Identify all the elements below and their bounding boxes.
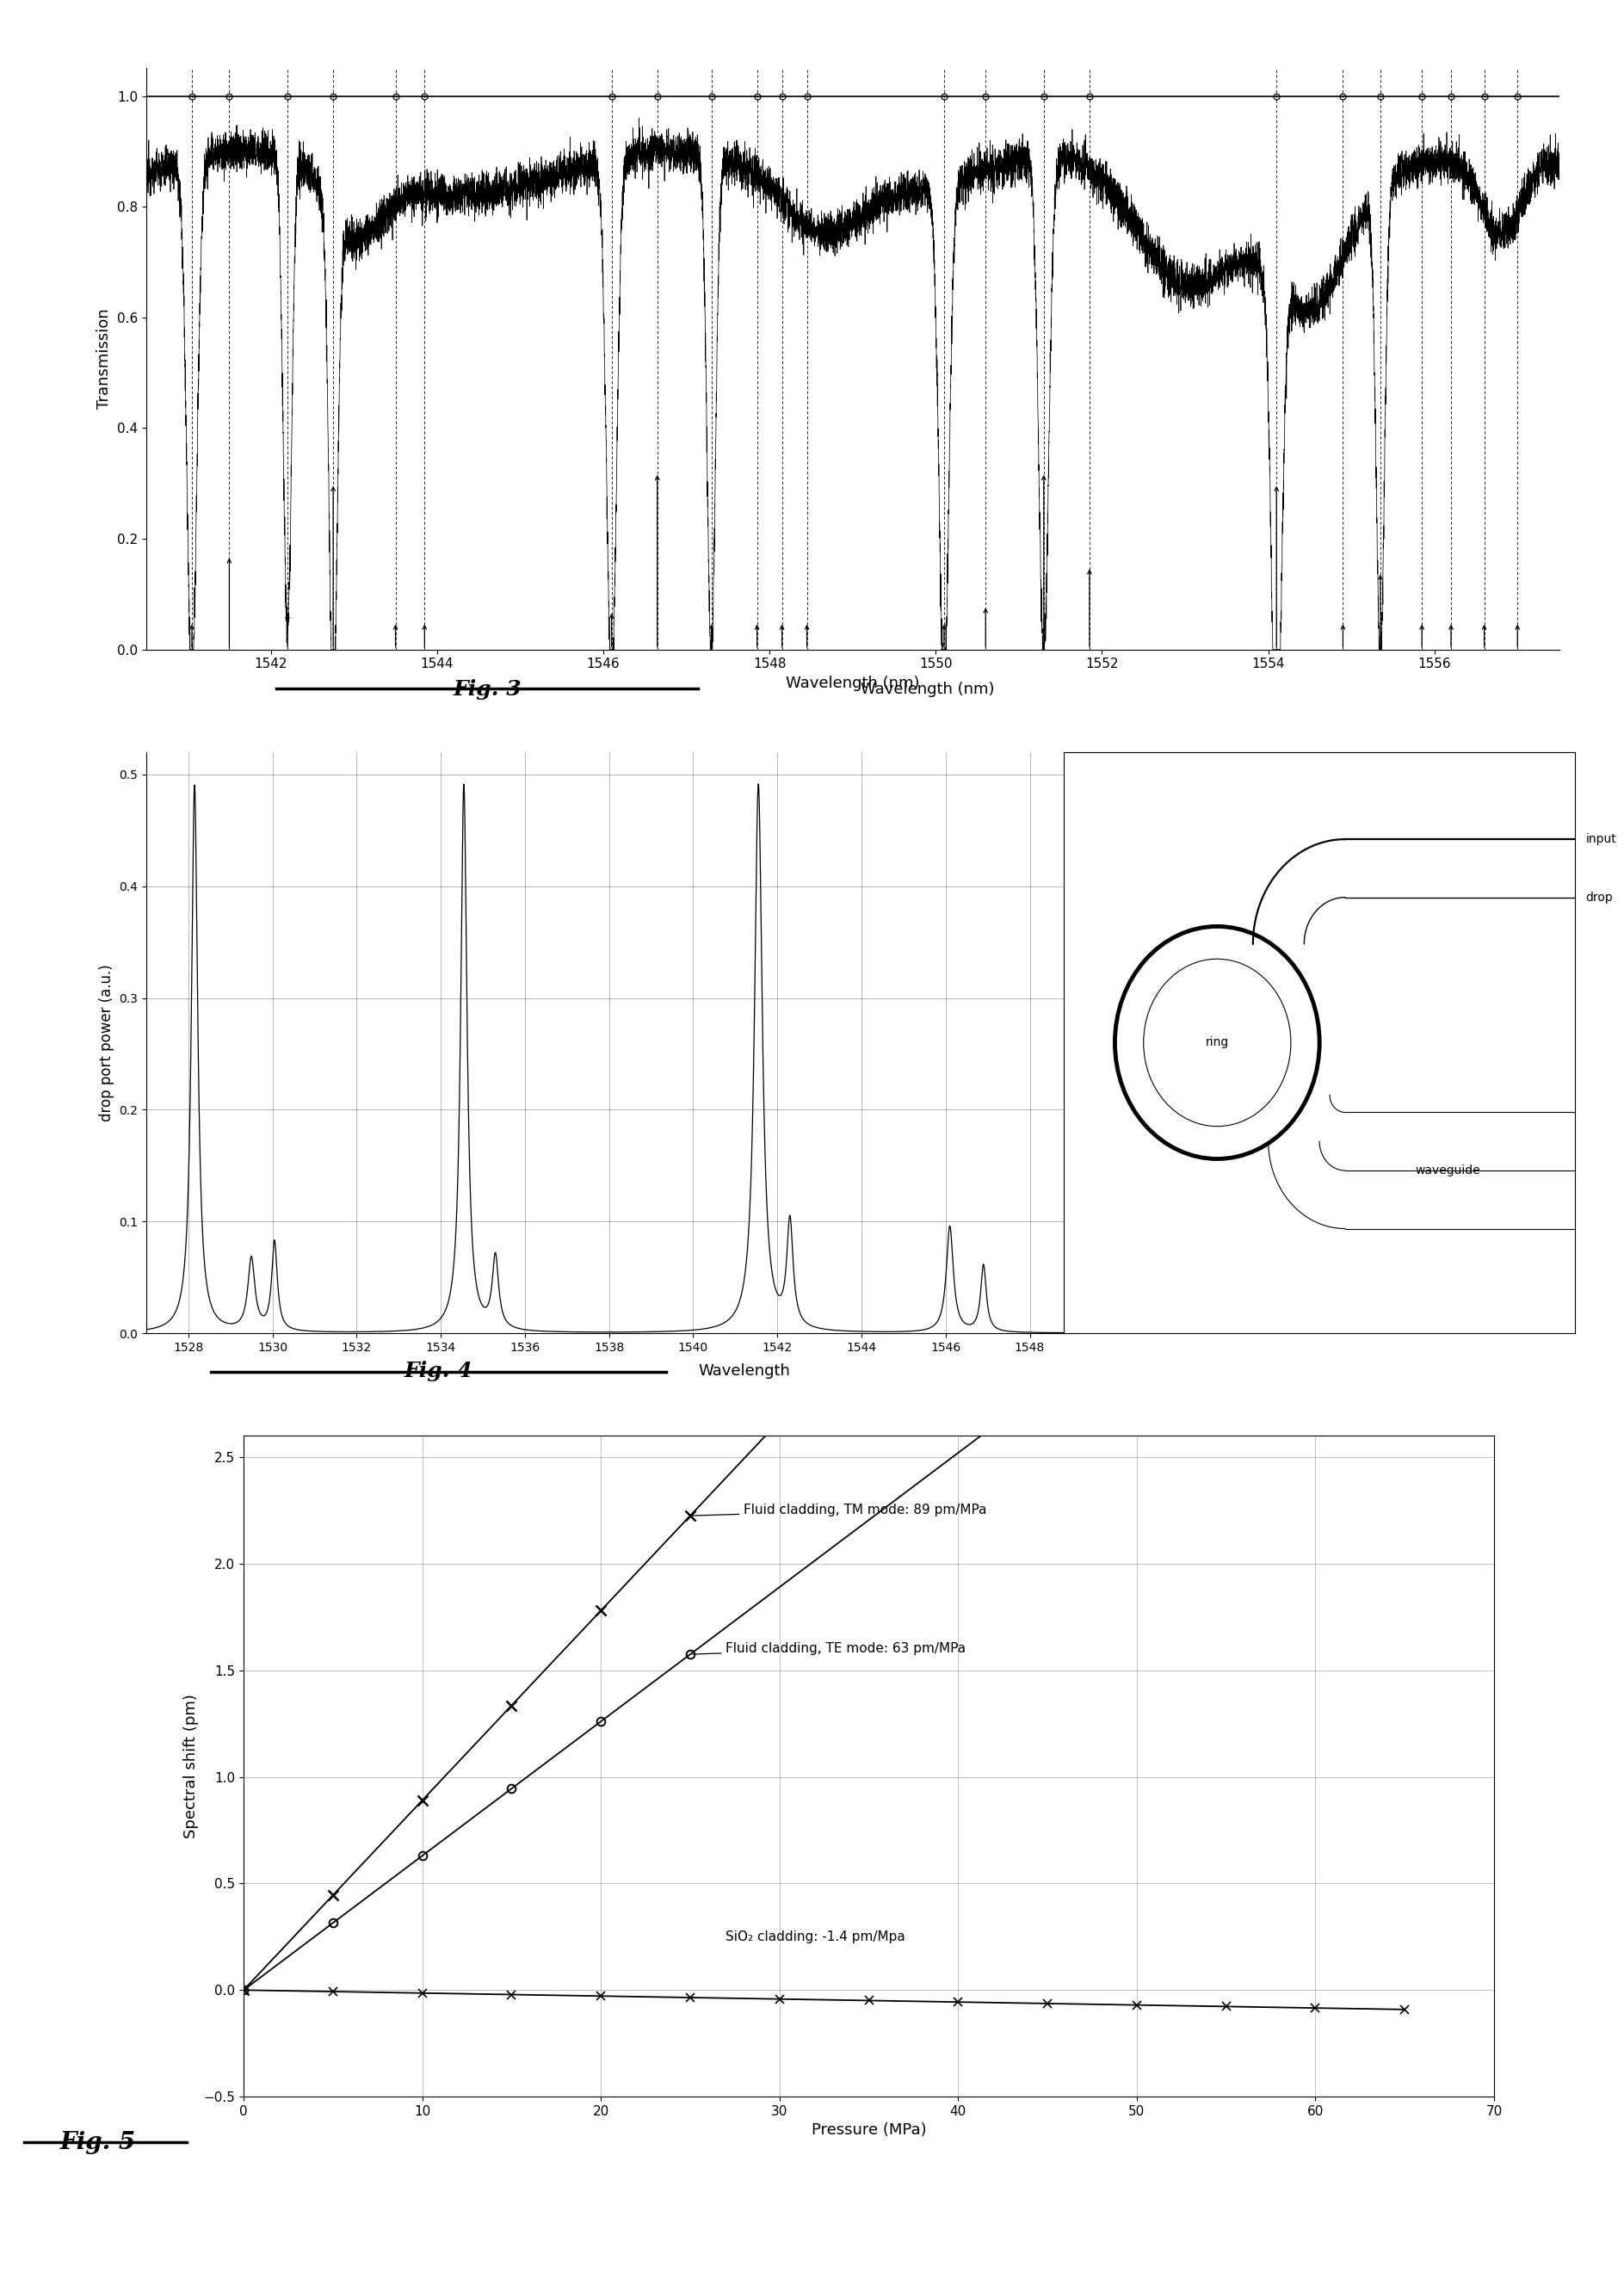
Text: drop: drop — [1585, 891, 1613, 902]
Text: Fig. 4: Fig. 4 — [404, 1361, 473, 1381]
X-axis label: Pressure (MPa): Pressure (MPa) — [812, 2122, 926, 2138]
Text: Fig. 5: Fig. 5 — [60, 2131, 135, 2154]
Text: ring: ring — [1205, 1037, 1229, 1048]
Text: Wavelength: Wavelength — [698, 1363, 791, 1379]
Text: input: input — [1585, 834, 1616, 846]
Text: Wavelength (nm): Wavelength (nm) — [861, 681, 994, 697]
Text: Fluid cladding, TE mode: 63 pm/MPa: Fluid cladding, TE mode: 63 pm/MPa — [692, 1643, 966, 1655]
Y-axis label: drop port power (a.u.): drop port power (a.u.) — [99, 964, 114, 1121]
X-axis label: Wavelength (nm): Wavelength (nm) — [786, 675, 919, 691]
Y-axis label: Spectral shift (pm): Spectral shift (pm) — [184, 1693, 198, 1839]
Y-axis label: Transmission: Transmission — [97, 308, 112, 410]
Text: waveguide: waveguide — [1415, 1165, 1479, 1176]
Text: SiO₂ cladding: -1.4 pm/Mpa: SiO₂ cladding: -1.4 pm/Mpa — [726, 1930, 906, 1944]
Text: Fluid cladding, TM mode: 89 pm/MPa: Fluid cladding, TM mode: 89 pm/MPa — [692, 1504, 987, 1518]
Text: Fig. 3: Fig. 3 — [453, 679, 521, 700]
